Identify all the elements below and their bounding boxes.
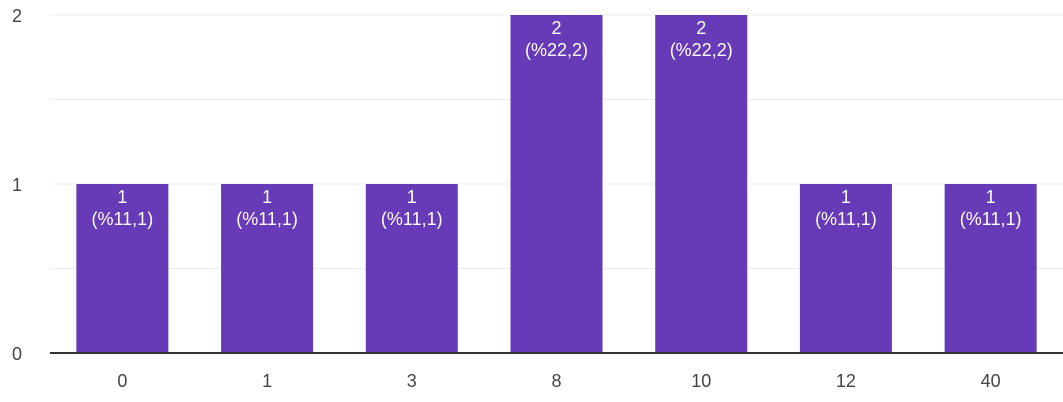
bar-data-label: 1 [841,187,851,207]
x-tick-label: 1 [262,371,272,391]
bar-data-label: (%11,1) [381,209,443,229]
bar-data-label: (%11,1) [815,209,877,229]
bar-data-label: 2 [696,18,706,38]
bar-data-label: (%22,2) [525,40,588,60]
bar [76,184,169,353]
x-tick-label: 3 [407,371,417,391]
bar [799,184,892,353]
x-tick-label: 10 [691,371,711,391]
x-tick-label: 12 [836,371,856,391]
y-tick-label: 0 [12,344,22,364]
x-tick-label: 0 [117,371,127,391]
bar-data-label: (%11,1) [92,209,154,229]
bar-data-label: (%11,1) [236,209,298,229]
bars [76,15,1037,353]
y-tick-label: 1 [12,175,22,195]
bar-data-label: 2 [551,18,561,38]
bar [365,184,458,353]
bar-data-label: (%22,2) [670,40,733,60]
bar-data-label: 1 [262,187,272,207]
x-tick-label: 40 [981,371,1001,391]
y-tick-label: 2 [12,6,22,26]
bar [221,184,314,353]
bar [944,184,1037,353]
bar-data-label: 1 [407,187,417,207]
bar-data-label: 1 [117,187,127,207]
bar-data-labels: 1(%11,1)1(%11,1)1(%11,1)2(%22,2)2(%22,2)… [92,18,1022,229]
bar [510,15,603,353]
bar [655,15,748,353]
x-tick-label: 8 [551,371,561,391]
bar-data-label: 1 [986,187,996,207]
bar-data-label: (%11,1) [960,209,1022,229]
